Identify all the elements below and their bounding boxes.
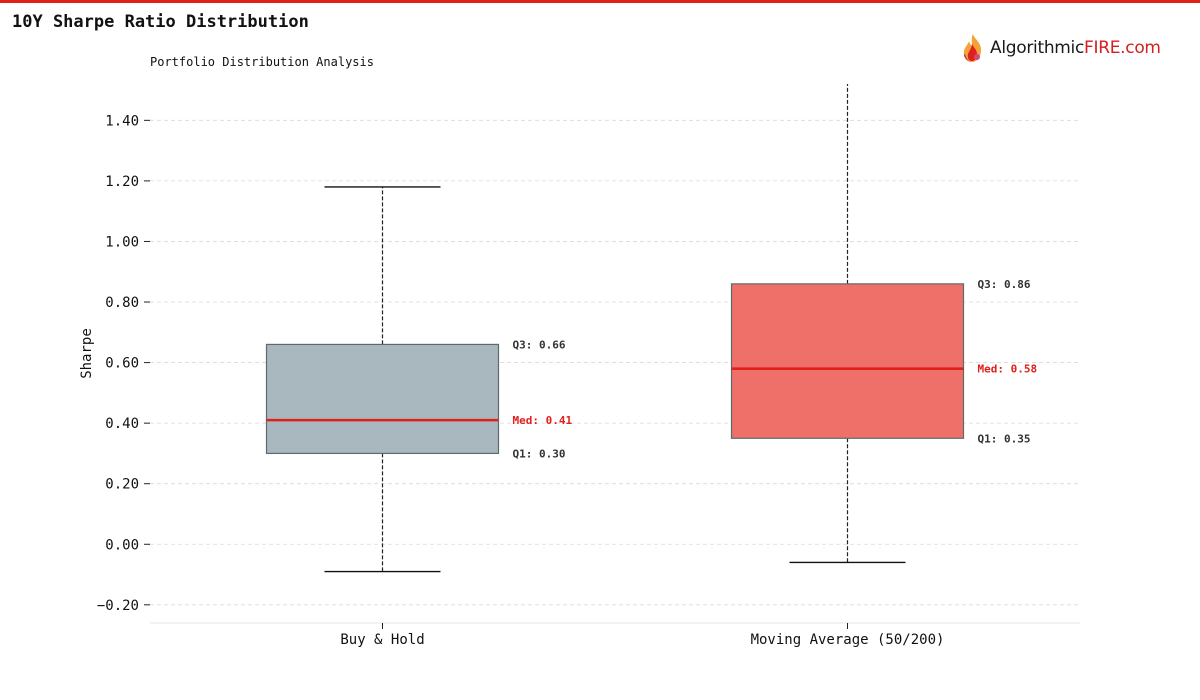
y-tick-label: 0.20 bbox=[105, 477, 139, 493]
y-tick-label: 1.40 bbox=[105, 113, 139, 129]
chart-title: 10Y Sharpe Ratio Distribution bbox=[12, 12, 309, 32]
q3-label: Q3: 0.86 bbox=[978, 278, 1031, 291]
accent-bar bbox=[0, 0, 1200, 3]
y-tick-label: −0.20 bbox=[97, 598, 139, 614]
y-axis-label: Sharpe bbox=[79, 328, 95, 379]
chart-subtitle: Portfolio Distribution Analysis bbox=[150, 55, 374, 69]
median-label: Med: 0.41 bbox=[513, 414, 573, 427]
y-tick-label: 0.00 bbox=[105, 537, 139, 553]
y-tick-label: 0.60 bbox=[105, 356, 139, 372]
y-tick-label: 1.00 bbox=[105, 234, 139, 250]
logo-text-main: Algorithmic bbox=[990, 38, 1085, 58]
x-tick-label: Moving Average (50/200) bbox=[751, 632, 945, 648]
y-tick-label: 0.40 bbox=[105, 416, 139, 432]
logo-text-accent: FIRE.com bbox=[1084, 38, 1161, 58]
brand-logo: AlgorithmicFIRE.com bbox=[960, 32, 1161, 64]
q1-label: Q1: 0.30 bbox=[513, 447, 566, 460]
logo-text: AlgorithmicFIRE.com bbox=[990, 38, 1161, 58]
flame-icon bbox=[963, 34, 981, 62]
y-tick-label: 0.80 bbox=[105, 295, 139, 311]
box-iqr bbox=[265, 343, 500, 455]
x-tick-label: Buy & Hold bbox=[340, 632, 424, 648]
median-label: Med: 0.58 bbox=[978, 363, 1038, 376]
q1-label: Q1: 0.35 bbox=[978, 432, 1031, 445]
q3-label: Q3: 0.66 bbox=[513, 338, 566, 351]
box-iqr bbox=[730, 283, 965, 439]
y-tick-label: 1.20 bbox=[105, 174, 139, 190]
